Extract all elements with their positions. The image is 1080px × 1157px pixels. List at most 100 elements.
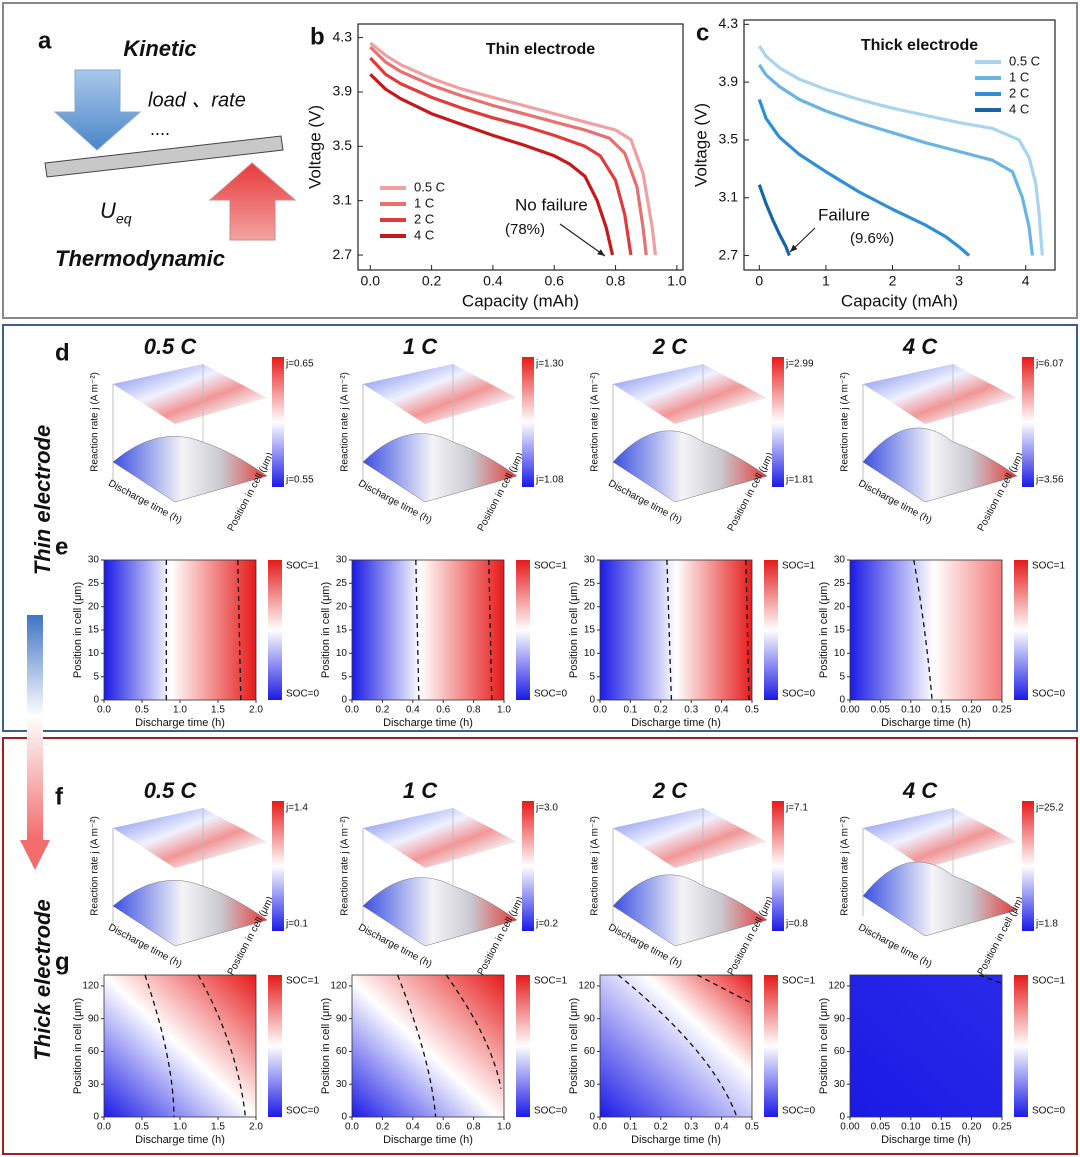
annotation: No failure <box>515 195 588 214</box>
y-tick-label: 20 <box>88 601 100 612</box>
panel-letter: a <box>38 27 52 54</box>
x-tick-label: 0.0 <box>361 273 381 289</box>
x-axis-label: Discharge time (h) <box>881 1134 971 1146</box>
heatmap <box>103 974 257 1118</box>
colorbar <box>772 801 784 931</box>
y-tick-label: 25 <box>88 578 100 589</box>
label-kinetic: Kinetic <box>123 36 196 61</box>
y-axis-label: Position in cell (μm) <box>320 998 332 1094</box>
y-tick-label: 20 <box>584 601 596 612</box>
heatmap <box>849 974 1003 1118</box>
legend-label: 2 C <box>1009 85 1029 100</box>
x-tick-label: 2.0 <box>249 1122 263 1133</box>
colorbar-min: j=1.8 <box>1035 919 1058 930</box>
chart-title: Thin electrode <box>486 41 595 58</box>
colorbar-bottom: SOC=0 <box>534 689 568 700</box>
contour-line <box>197 974 247 1118</box>
y-tick-label: 5 <box>589 671 595 682</box>
panel-frame <box>2 737 1078 1155</box>
y-tick-label: 2.7 <box>333 246 353 262</box>
x-tick-label: 1 <box>822 273 830 289</box>
x-tick-label: 0.2 <box>422 273 442 289</box>
panel-frame <box>2 324 1078 732</box>
y-tick-label: 0 <box>341 1112 347 1123</box>
label-load-rate: load 、rate <box>148 89 246 111</box>
legend-label: 2 C <box>414 211 434 226</box>
rate-title: 0.5 C <box>144 778 198 803</box>
panel-letter: b <box>310 23 325 50</box>
y-tick-label: 3.9 <box>719 73 739 89</box>
colorbar-max: j=1.30 <box>535 359 564 370</box>
label-thermodynamic: Thermodynamic <box>55 246 225 271</box>
surface-projection <box>113 364 267 424</box>
surface <box>862 861 1018 937</box>
colorbar <box>772 357 784 487</box>
heatmap <box>351 974 505 1118</box>
y-tick-label: 0 <box>839 695 845 706</box>
series-line <box>757 45 1044 256</box>
x-tick-label: 1.0 <box>173 1122 187 1133</box>
x-tick-label: 0.5 <box>745 1122 759 1133</box>
x-tick-label: 0.0 <box>345 1122 359 1133</box>
colorbar <box>1022 357 1034 487</box>
series-line <box>757 184 791 257</box>
x-axis-label: Discharge time (h) <box>135 1134 225 1146</box>
label-u-sub: eq <box>116 211 132 227</box>
colorbar-max: j=3.0 <box>535 803 558 814</box>
colorbar-bottom: SOC=0 <box>1032 689 1066 700</box>
x-tick-label: 2 <box>889 273 897 289</box>
x-tick-label: 0.00 <box>840 1122 860 1133</box>
x-tick-label: 4 <box>1022 273 1030 289</box>
side-arrow <box>27 615 43 840</box>
x-tick-label: 1.5 <box>211 1122 225 1133</box>
y-tick-label: 120 <box>330 981 347 992</box>
plot-frame <box>357 23 684 271</box>
x-axis-label: Discharge time (h) <box>383 717 473 729</box>
y-tick-label: 0 <box>93 1112 99 1123</box>
surface-projection <box>113 808 267 868</box>
panel-letter: g <box>55 948 70 975</box>
x-axis-label: Capacity (mAh) <box>462 291 579 310</box>
y-tick-label: 25 <box>584 578 596 589</box>
x-tick-label: 2.0 <box>249 705 263 716</box>
x-tick-label: 3 <box>955 273 963 289</box>
rate-title: 2 C <box>652 334 688 359</box>
y-tick-label: 3.5 <box>333 137 353 153</box>
y-tick-label: 60 <box>336 1046 348 1057</box>
y-tick-label: 15 <box>336 625 348 636</box>
colorbar <box>522 357 534 487</box>
rate-title: 4 C <box>902 334 938 359</box>
surface <box>612 430 768 503</box>
x-tick-label: 0.5 <box>745 705 759 716</box>
colorbar-max: j=1.4 <box>285 803 308 814</box>
annotation-arrow <box>559 223 606 257</box>
y-tick-label: 4.3 <box>719 15 739 31</box>
x-tick-label: 0.0 <box>593 705 607 716</box>
x-tick-label: 0.4 <box>715 705 729 716</box>
arrow-down <box>53 69 142 151</box>
colorbar-top: SOC=1 <box>782 561 816 572</box>
colorbar-max: j=6.07 <box>1035 359 1064 370</box>
x-tick-label: 0.2 <box>375 705 389 716</box>
colorbar-top: SOC=1 <box>782 976 816 987</box>
y-tick-label: 90 <box>88 1013 100 1024</box>
y-tick-label: 30 <box>88 555 100 566</box>
x-tick-label: 0.10 <box>901 705 921 716</box>
surface <box>112 880 268 947</box>
surface-projection <box>363 364 517 424</box>
y-axis-label: Voltage (V) <box>691 103 710 187</box>
x-tick-label: 0.4 <box>406 705 420 716</box>
legend-label: 4 C <box>414 227 434 242</box>
x-axis-label: Discharge time (h) <box>135 717 225 729</box>
y-axis-label: Position in cell (μm) <box>568 998 580 1094</box>
annotation-arrowhead <box>597 249 605 256</box>
x-tick-label: 0.4 <box>715 1122 729 1133</box>
x-tick-label: 0.8 <box>467 1122 481 1133</box>
y-tick-label: 25 <box>834 578 846 589</box>
chart-title: Thick electrode <box>861 37 978 54</box>
y-tick-label: 90 <box>584 1013 596 1024</box>
x-tick-label: 1.0 <box>497 1122 511 1133</box>
y-axis-label: Position in cell (μm) <box>818 998 830 1094</box>
y-tick-label: 60 <box>584 1046 596 1057</box>
z-axis-label: Reaction rate j (A m⁻²) <box>340 816 351 916</box>
